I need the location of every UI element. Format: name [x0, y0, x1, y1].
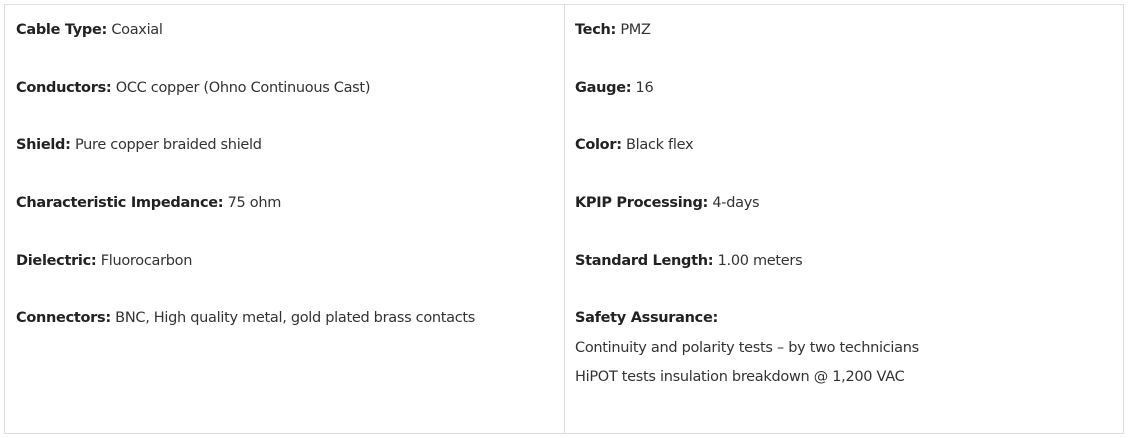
spec-item: Gauge: 16 — [575, 80, 654, 96]
spec-value: BNC, High quality metal, gold plated bra… — [115, 310, 476, 326]
spec-label: KPIP Processing — [575, 195, 703, 211]
spec-label: Conductors — [16, 80, 106, 96]
spec-label: Standard Length — [575, 253, 708, 269]
spec-value: 4-days — [712, 195, 760, 211]
column-divider — [564, 5, 565, 433]
safety-line: Continuity and polarity tests – by two t… — [575, 340, 919, 356]
spec-value: 75 ohm — [227, 195, 282, 211]
spec-label: Characteristic Impedance — [16, 195, 218, 211]
spec-label: Color — [575, 137, 617, 153]
spec-label: Dielectric — [16, 253, 91, 269]
safety-line: HiPOT tests insulation breakdown @ 1,200… — [575, 369, 905, 385]
spec-label: Gauge — [575, 80, 626, 96]
spec-item: Dielectric: Fluorocarbon — [16, 253, 193, 269]
spec-table — [4, 4, 1124, 434]
spec-label: Safety Assurance — [575, 310, 713, 326]
spec-item: Tech: PMZ — [575, 22, 651, 38]
spec-item: KPIP Processing: 4-days — [575, 195, 760, 211]
spec-label: Tech — [575, 22, 611, 38]
spec-value: Pure copper braided shield — [74, 137, 262, 153]
spec-item: Cable Type: Coaxial — [16, 22, 163, 38]
spec-value: 16 — [635, 80, 654, 96]
spec-value: PMZ — [620, 22, 651, 38]
spec-value: OCC copper (Ohno Continuous Cast) — [115, 80, 371, 96]
spec-value: Black flex — [626, 137, 694, 153]
spec-item: Standard Length: 1.00 meters — [575, 253, 803, 269]
spec-item: Conductors: OCC copper (Ohno Continuous … — [16, 80, 371, 96]
spec-value: 1.00 meters — [717, 253, 803, 269]
spec-item: Shield: Pure copper braided shield — [16, 137, 262, 153]
spec-item: Connectors: BNC, High quality metal, gol… — [16, 310, 476, 326]
spec-value: Coaxial — [111, 22, 163, 38]
spec-item: Characteristic Impedance: 75 ohm — [16, 195, 282, 211]
spec-label: Cable Type — [16, 22, 102, 38]
spec-value: Fluorocarbon — [100, 253, 193, 269]
spec-item: Safety Assurance: — [575, 310, 718, 326]
spec-label: Shield — [16, 137, 66, 153]
spec-label: Connectors — [16, 310, 106, 326]
spec-item: Color: Black flex — [575, 137, 694, 153]
